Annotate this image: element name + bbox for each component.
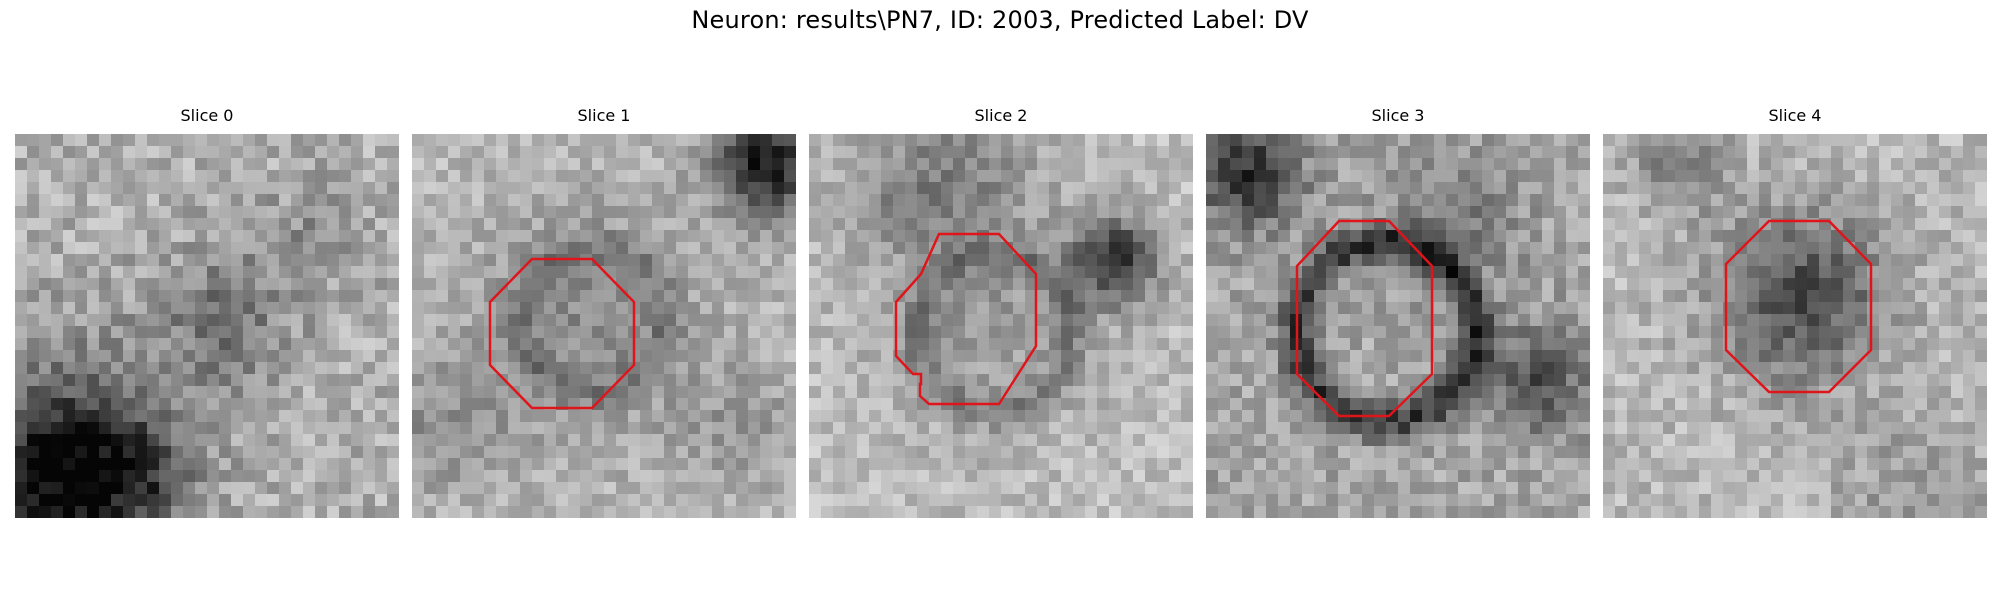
slice-image <box>809 134 1193 518</box>
slice-image <box>15 134 399 518</box>
slice-title: Slice 3 <box>1371 106 1425 125</box>
figure-title: Neuron: results\PN7, ID: 2003, Predicted… <box>691 6 1309 34</box>
slice-image <box>1603 134 1987 518</box>
slice-title: Slice 4 <box>1768 106 1822 125</box>
slice-title: Slice 2 <box>974 106 1028 125</box>
slice-title: Slice 1 <box>577 106 631 125</box>
slice-image <box>412 134 796 518</box>
slice-image <box>1206 134 1590 518</box>
slice-title: Slice 0 <box>180 106 234 125</box>
